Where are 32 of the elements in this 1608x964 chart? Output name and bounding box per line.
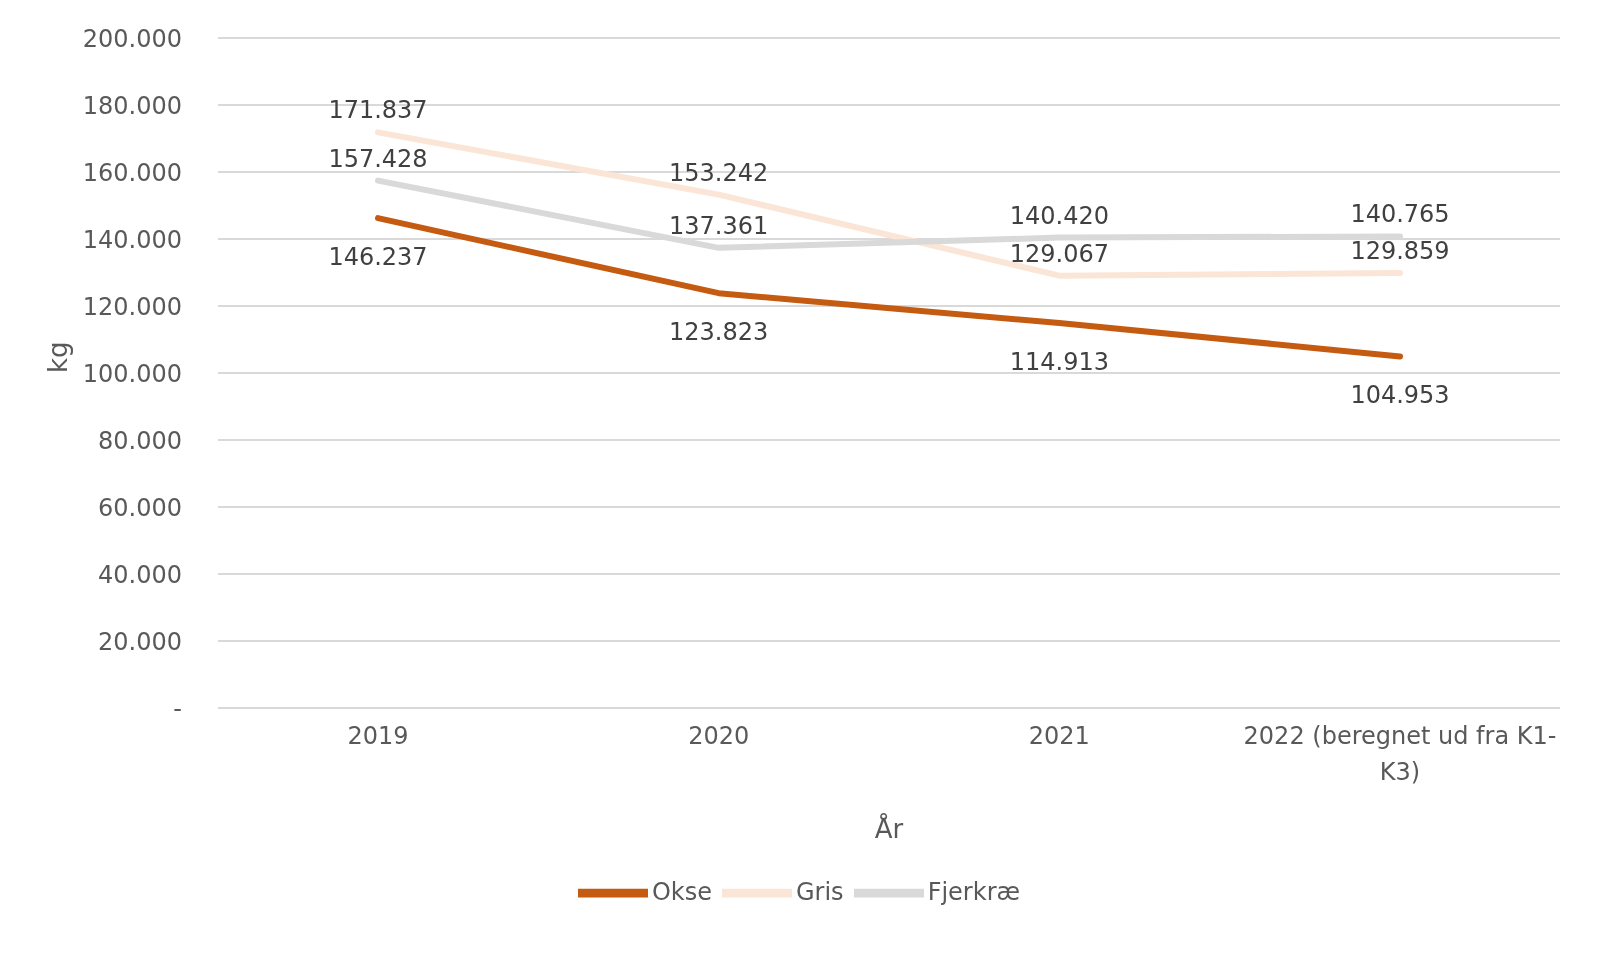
y-tick-label: 120.000 <box>82 292 182 321</box>
x-tick-label: 2021 <box>1028 722 1090 750</box>
data-label: 129.859 <box>1350 236 1450 265</box>
y-tick-label: 200.000 <box>82 24 182 53</box>
y-tick-label: 80.000 <box>98 426 182 455</box>
data-label: 129.067 <box>1009 239 1109 268</box>
x-axis-title: År <box>874 813 904 844</box>
data-label: 140.420 <box>1009 201 1109 230</box>
legend-label: Okse <box>651 878 712 906</box>
data-label: 171.837 <box>328 96 428 125</box>
data-label: 140.765 <box>1350 200 1450 229</box>
legend-label: Gris <box>795 878 844 906</box>
x-tick-label: 2020 <box>688 722 750 750</box>
data-label: 123.823 <box>669 318 769 347</box>
y-tick-label: 160.000 <box>82 158 182 187</box>
y-tick-label: 100.000 <box>82 359 182 388</box>
data-label: 153.242 <box>669 158 769 187</box>
y-tick-label: 140.000 <box>82 225 182 254</box>
data-label: 104.953 <box>1350 381 1450 410</box>
data-label: 137.361 <box>669 211 769 240</box>
y-tick-label: - <box>173 694 182 723</box>
data-label: 146.237 <box>328 243 428 272</box>
legend-label: Fjerkræ <box>927 878 1021 906</box>
y-tick-label: 180.000 <box>82 91 182 120</box>
data-label: 157.428 <box>328 144 428 173</box>
y-tick-label: 40.000 <box>98 560 182 589</box>
x-tick-label: 2019 <box>347 722 409 750</box>
y-tick-label: 20.000 <box>98 627 182 656</box>
y-axis-title: kg <box>43 341 74 373</box>
data-label: 114.913 <box>1009 348 1109 377</box>
y-tick-label: 60.000 <box>98 493 182 522</box>
x-tick-label: 2022 (beregnet ud fra K1-K3) <box>1243 722 1557 786</box>
